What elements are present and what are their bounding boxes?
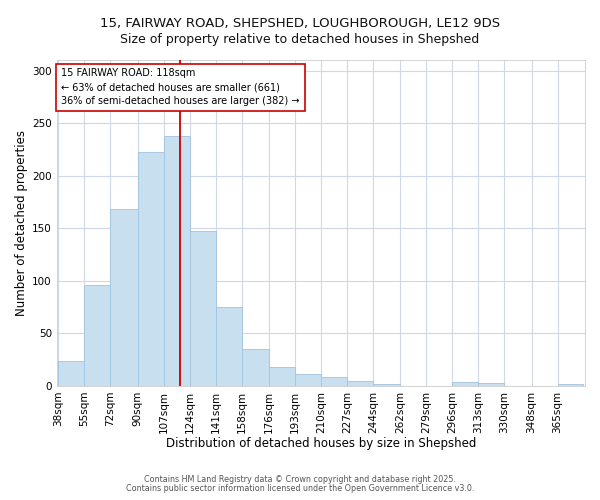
- Bar: [190, 232, 215, 386]
- Bar: [478, 382, 504, 386]
- Bar: [295, 374, 321, 386]
- Bar: [452, 382, 478, 386]
- Bar: [164, 136, 190, 386]
- Bar: [557, 384, 583, 386]
- Bar: [373, 384, 400, 386]
- Bar: [84, 285, 110, 386]
- Text: 15 FAIRWAY ROAD: 118sqm
← 63% of detached houses are smaller (661)
36% of semi-d: 15 FAIRWAY ROAD: 118sqm ← 63% of detache…: [61, 68, 300, 106]
- Bar: [215, 307, 242, 386]
- Bar: [242, 349, 269, 386]
- Bar: [58, 360, 84, 386]
- Bar: [110, 210, 137, 386]
- Bar: [137, 152, 164, 386]
- Y-axis label: Number of detached properties: Number of detached properties: [15, 130, 28, 316]
- Bar: [347, 380, 373, 386]
- X-axis label: Distribution of detached houses by size in Shepshed: Distribution of detached houses by size …: [166, 437, 476, 450]
- Bar: [321, 378, 347, 386]
- Text: 15, FAIRWAY ROAD, SHEPSHED, LOUGHBOROUGH, LE12 9DS: 15, FAIRWAY ROAD, SHEPSHED, LOUGHBOROUGH…: [100, 18, 500, 30]
- Text: Contains public sector information licensed under the Open Government Licence v3: Contains public sector information licen…: [126, 484, 474, 493]
- Bar: [269, 367, 295, 386]
- Text: Contains HM Land Registry data © Crown copyright and database right 2025.: Contains HM Land Registry data © Crown c…: [144, 475, 456, 484]
- Text: Size of property relative to detached houses in Shepshed: Size of property relative to detached ho…: [121, 32, 479, 46]
